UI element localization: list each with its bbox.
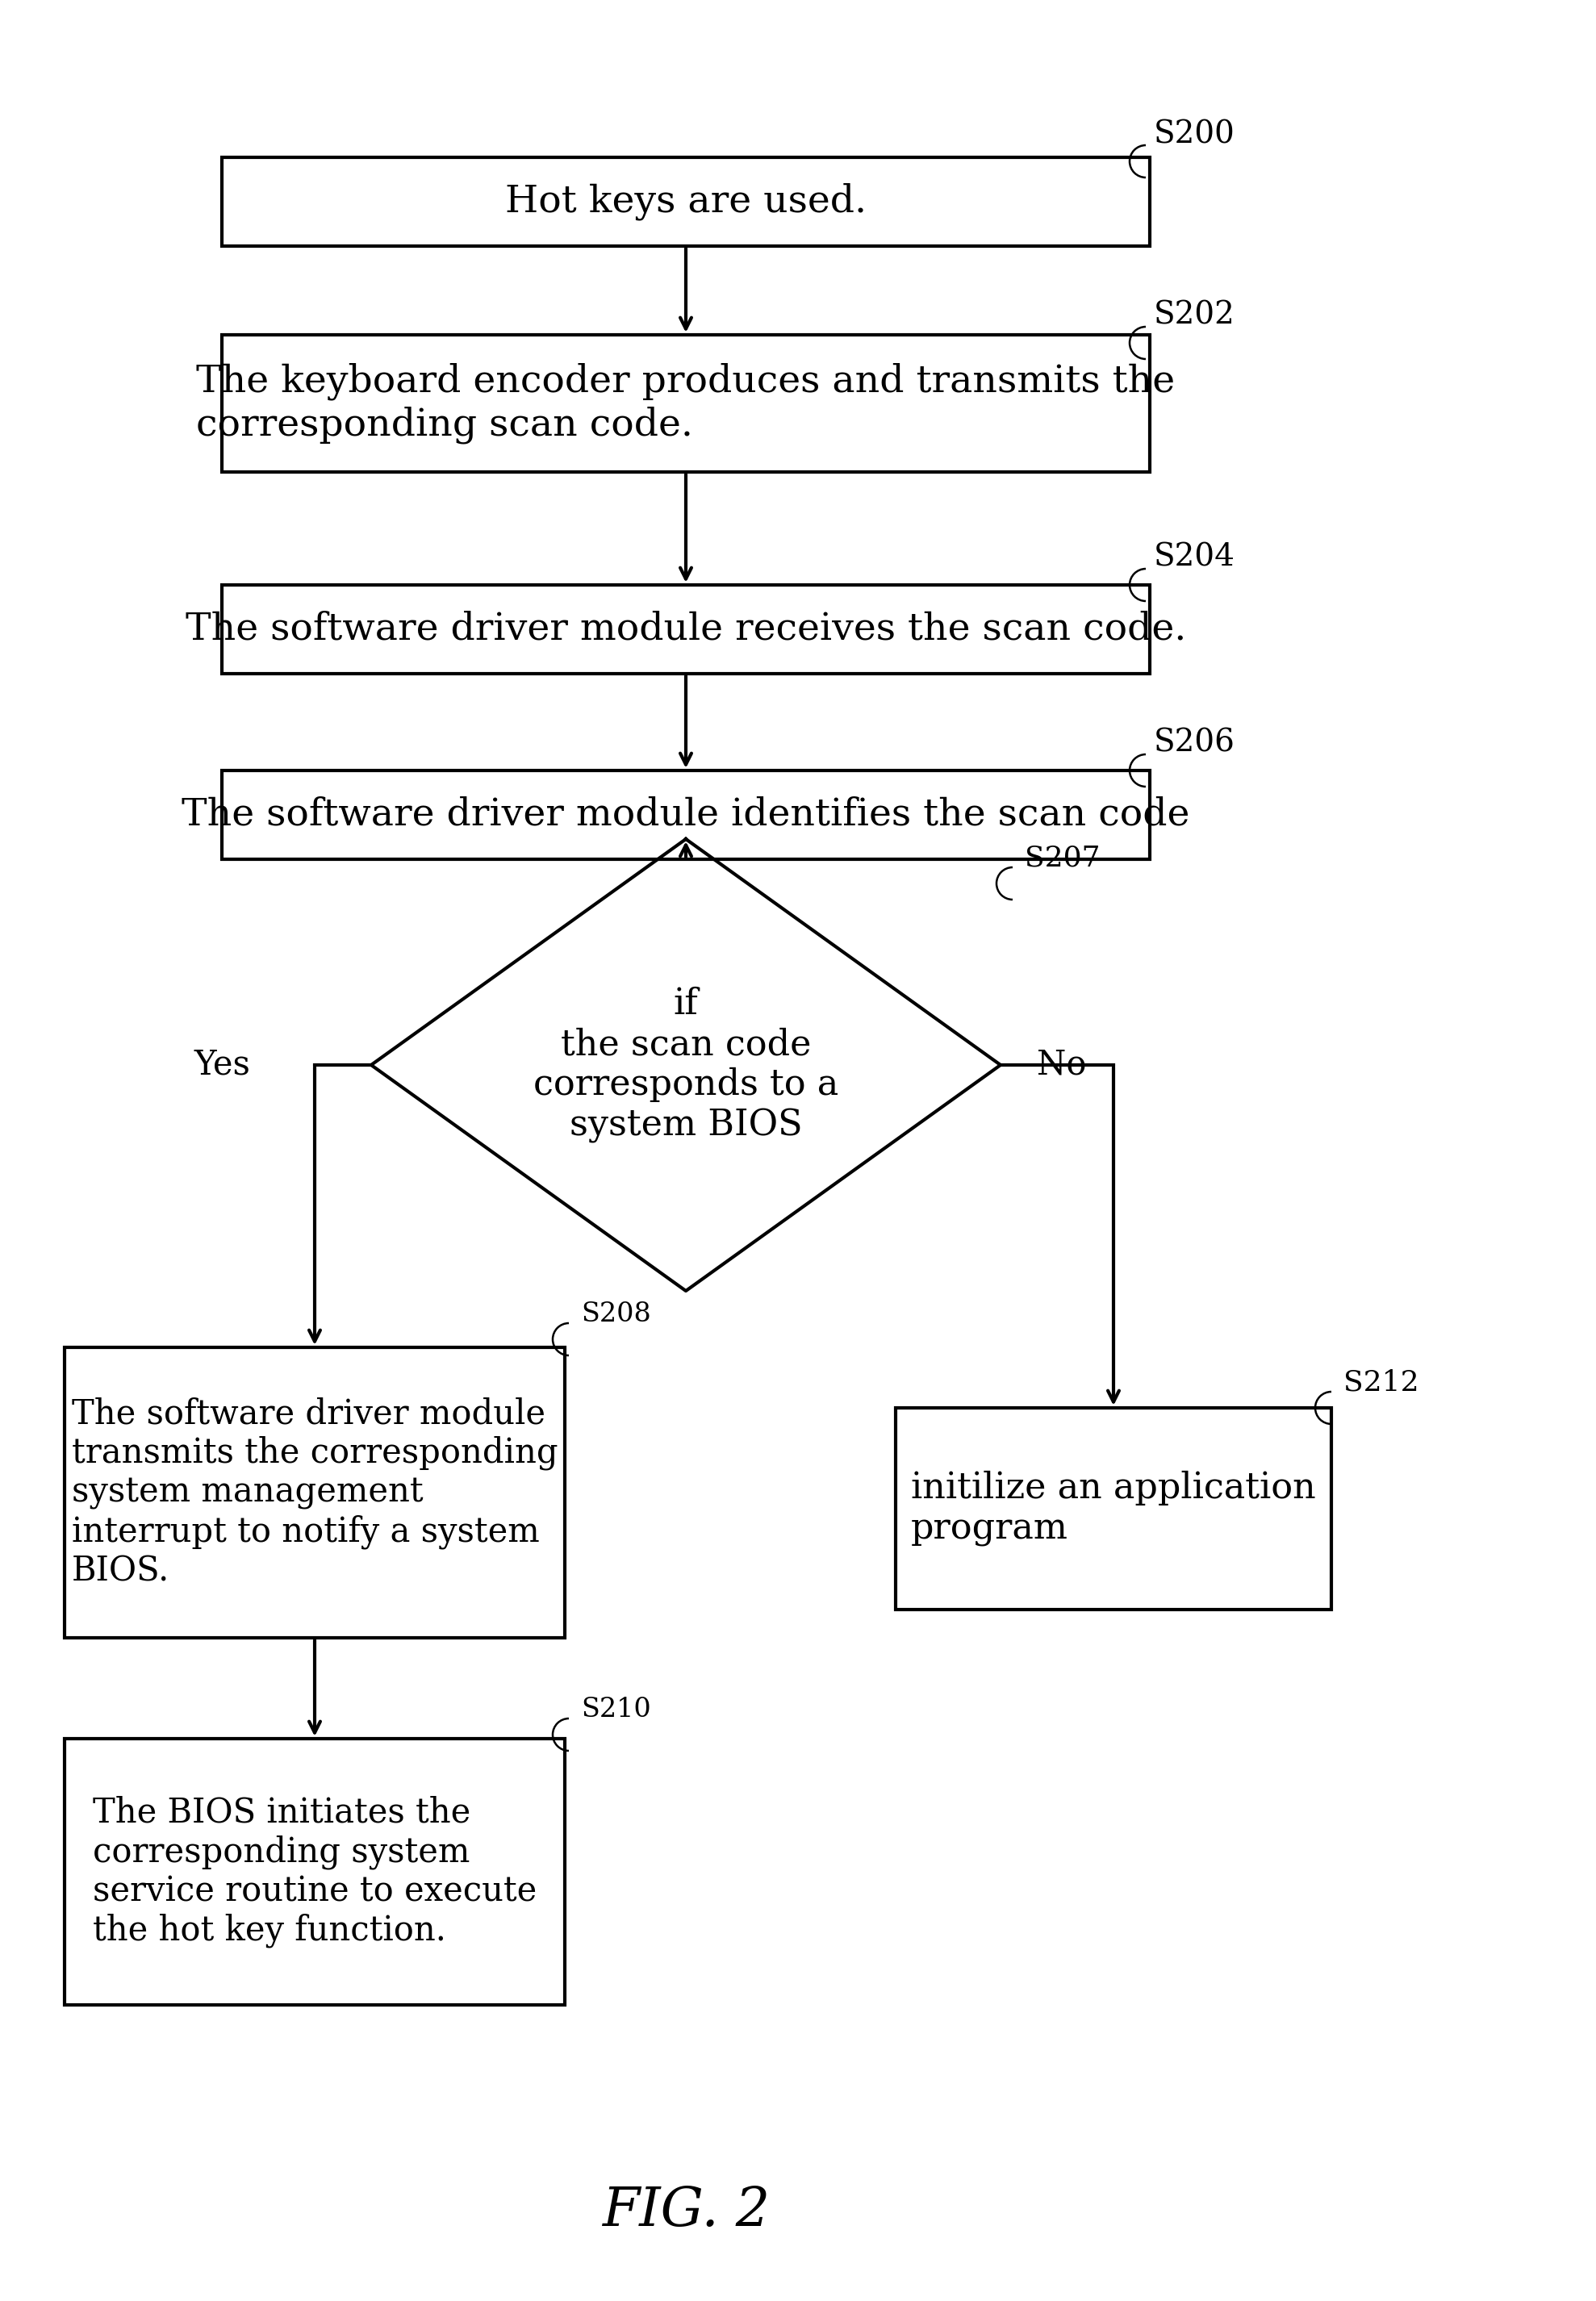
FancyBboxPatch shape [222,156,1149,246]
FancyBboxPatch shape [222,584,1149,674]
FancyBboxPatch shape [895,1408,1331,1611]
Text: S208: S208 [581,1302,651,1328]
Text: S212: S212 [1344,1369,1419,1397]
Text: FIG. 2: FIG. 2 [602,2184,769,2237]
Text: Yes: Yes [193,1047,251,1081]
FancyBboxPatch shape [222,336,1149,472]
Text: S202: S202 [1154,301,1235,331]
Text: S200: S200 [1154,120,1235,150]
Text: The software driver module identifies the scan code: The software driver module identifies th… [182,796,1191,833]
FancyBboxPatch shape [64,1740,565,2004]
Text: The keyboard encoder produces and transmits the
corresponding scan code.: The keyboard encoder produces and transm… [196,364,1175,444]
FancyBboxPatch shape [222,771,1149,858]
Text: No: No [1037,1047,1087,1081]
Text: The BIOS initiates the
corresponding system
service routine to execute
the hot k: The BIOS initiates the corresponding sys… [93,1795,536,1949]
Text: S204: S204 [1154,543,1235,573]
Text: S207: S207 [1025,844,1100,872]
FancyBboxPatch shape [64,1348,565,1638]
Text: Hot keys are used.: Hot keys are used. [504,184,867,221]
Text: The software driver module
transmits the corresponding
system management
interru: The software driver module transmits the… [72,1397,559,1588]
Text: if
the scan code
corresponds to a
system BIOS: if the scan code corresponds to a system… [533,987,838,1144]
Text: S206: S206 [1154,729,1235,759]
Text: S210: S210 [581,1696,651,1723]
Text: initilize an application
program: initilize an application program [911,1470,1317,1546]
Text: The software driver module receives the scan code.: The software driver module receives the … [185,612,1186,647]
